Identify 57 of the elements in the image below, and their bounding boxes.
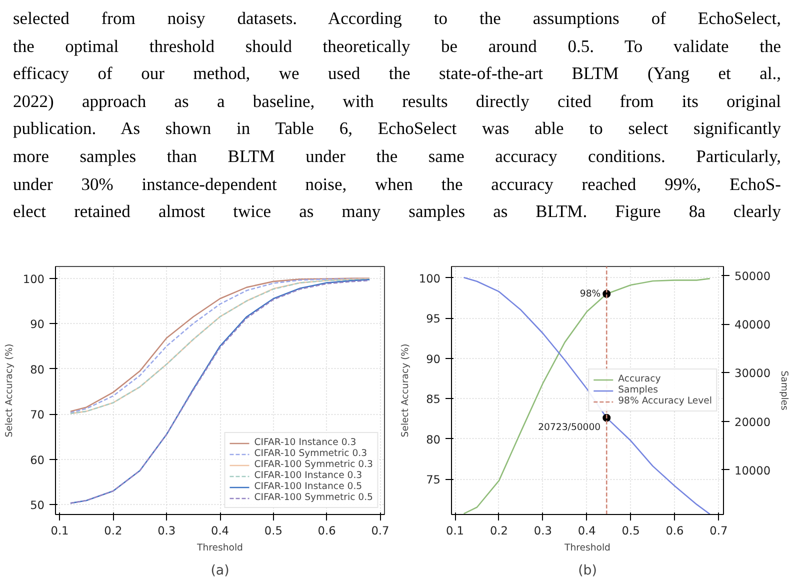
legend-label: CIFAR-100 Instance 0.3 [254,470,362,481]
x-tick-label: 0.7 [371,524,390,538]
x-tick-label: 0.4 [210,524,230,538]
text: more samples than BLTM under the same accuracy conditions. Particularly, [13,144,781,168]
y-tick-label: 80 [426,432,441,446]
x-tick-label: 0.1 [446,524,464,538]
y-tick-label: 100 [418,271,441,286]
legend-label: CIFAR-100 Symmetric 0.3 [254,459,373,470]
y2-tick-label: 10000 [734,463,771,478]
legend-label: CIFAR-100 Symmetric 0.5 [254,492,373,503]
legend-label: Samples [618,384,658,396]
x-axis-title: Threshold [196,542,244,554]
x-tick-label: 0.4 [578,524,596,538]
y-tick-label: 75 [426,472,441,487]
y-tick-label: 90 [426,352,441,366]
data-label: 98% [580,288,601,300]
legend-label: CIFAR-10 Symmetric 0.3 [254,448,368,459]
y-tick-label: 100 [22,272,45,286]
y-axis-title: Select Accuracy (%) [400,344,411,438]
text: (b) [578,564,597,577]
y-tick-label: 90 [30,317,45,332]
x-tick-label: 0.5 [622,524,640,538]
y-tick-label: 95 [426,312,441,326]
x-tick-label: 0.2 [490,524,508,538]
y-tick-label: 85 [426,392,441,406]
x-tick-label: 0.3 [534,524,552,538]
x-tick-label: 0.7 [710,524,728,538]
legend-label: Accuracy [618,374,661,384]
y2-axis-title: Samples [778,370,790,411]
x-tick-label: 0.1 [50,524,69,538]
y2-tick-label: 40000 [734,318,771,332]
y2-tick-label: 30000 [734,366,771,380]
y2-tick-label: 50000 [734,269,771,284]
ref-line-label: 98% Accuracy Level [618,396,712,406]
x-axis-title: Threshold [564,542,611,554]
text: 2022) approach as a baseline, with results directly cited from its original [13,90,781,113]
x-tick-label: 0.6 [666,524,684,538]
text: publication. As shown in Table 6, EchoSelect was able to select significantly [13,117,781,140]
y-tick-label: 80 [30,362,45,376]
x-tick-label: 0.3 [158,524,176,538]
text: elect retained almost twice as many samples as BLTM. Figure 8a clearly [13,200,781,224]
y-axis-title: Select Accuracy (%) [4,344,15,438]
text: under 30% instance-dependent noise, when the accuracy reached 99%, EchoS- [13,172,781,196]
y-tick-label: 70 [30,408,45,422]
text: the optimal threshold should theoretically be around 0.5. To validate the [13,34,781,58]
x-tick-label: 0.2 [104,524,122,538]
text: selected from noisy datasets. According to the assumptions of EchoSelect, [13,7,781,30]
legend-label: CIFAR-100 Instance 0.5 [254,481,362,492]
text: efficacy of our method, we used the state-of-the-art BLTM (Yang et al., [13,62,781,86]
text: (a) [210,564,230,577]
y2-tick-label: 20000 [734,414,771,429]
y-tick-label: 60 [30,452,45,467]
legend-label: CIFAR-10 Instance 0.3 [254,437,356,448]
x-tick-label: 0.6 [318,524,336,538]
data-label: 20723/50000 [538,422,601,433]
x-tick-label: 0.5 [264,524,282,538]
y-tick-label: 50 [30,498,45,512]
